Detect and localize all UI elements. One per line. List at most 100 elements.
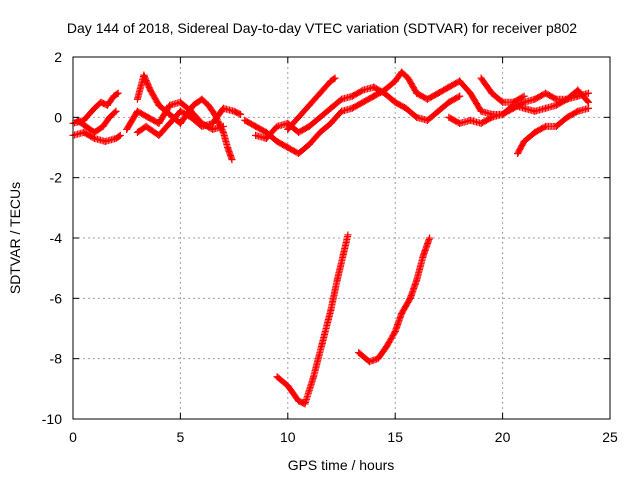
data-point: [585, 104, 593, 112]
data-point: [585, 89, 593, 97]
data-point: [219, 128, 227, 136]
chart-title: Day 144 of 2018, Sidereal Day-to-day VTE…: [67, 20, 577, 36]
data-point: [237, 110, 245, 118]
data-point: [103, 101, 111, 109]
data-point: [402, 104, 410, 112]
data-point: [142, 122, 150, 130]
data-point: [456, 77, 464, 85]
data-point: [284, 382, 292, 390]
data-point: [187, 107, 195, 115]
data-point: [295, 397, 303, 405]
data-point: [552, 122, 560, 130]
series-track-k: [445, 89, 593, 127]
data-point: [176, 119, 184, 127]
x-tick-label: 20: [495, 429, 511, 445]
data-point: [123, 125, 131, 133]
data-point: [542, 89, 550, 97]
data-point: [344, 231, 352, 239]
data-point: [273, 137, 281, 145]
y-tick-label: 2: [54, 49, 62, 65]
data-point: [241, 116, 249, 124]
data-point: [426, 234, 434, 242]
data-point: [219, 104, 227, 112]
data-point: [456, 92, 464, 100]
data-point: [531, 95, 539, 103]
data-point: [477, 74, 485, 82]
data-point: [434, 89, 442, 97]
data-point: [228, 156, 236, 164]
data-point: [404, 74, 412, 82]
data-point: [198, 119, 206, 127]
data-point: [466, 116, 474, 124]
x-tick-label: 0: [69, 429, 77, 445]
data-point: [391, 328, 399, 336]
data-point: [499, 110, 507, 118]
data-point: [514, 150, 522, 158]
data-point: [391, 77, 399, 85]
data-point: [166, 119, 174, 127]
series-track-d: [133, 71, 236, 164]
data-points: [69, 68, 593, 408]
data-point: [445, 98, 453, 106]
data-point: [499, 98, 507, 106]
data-point: [262, 134, 270, 142]
data-point: [406, 294, 414, 302]
series-track-l: [514, 104, 593, 158]
data-point: [488, 89, 496, 97]
y-tick-label: -8: [50, 351, 63, 367]
data-point: [295, 150, 303, 158]
data-point: [391, 98, 399, 106]
data-point: [176, 98, 184, 106]
data-point: [456, 119, 464, 127]
data-point: [112, 107, 120, 115]
data-point: [574, 92, 582, 100]
data-point: [114, 89, 122, 97]
data-point: [252, 131, 260, 139]
data-point: [133, 107, 141, 115]
data-point: [133, 128, 141, 136]
axis-ticks: 0 5 10 15 20 25 -10 -8 -6 -4 -2 0 2: [42, 49, 618, 445]
data-point: [327, 104, 335, 112]
data-point: [365, 358, 373, 366]
data-point: [82, 122, 90, 130]
data-point: [301, 400, 309, 408]
data-point: [284, 144, 292, 151]
data-point: [209, 119, 217, 127]
data-point: [338, 107, 345, 115]
data-point: [383, 343, 391, 351]
data-point: [273, 122, 281, 130]
data-point: [359, 98, 367, 106]
data-point: [101, 137, 109, 145]
data-point: [509, 98, 517, 106]
data-point: [340, 249, 348, 257]
data-point: [348, 104, 356, 112]
data-point: [198, 95, 206, 103]
data-point: [355, 349, 363, 357]
data-point: [552, 95, 560, 103]
data-point: [563, 95, 571, 103]
data-point: [380, 89, 388, 97]
data-point: [189, 101, 197, 109]
data-point: [552, 101, 560, 109]
data-point: [531, 107, 539, 115]
data-point: [273, 373, 281, 381]
data-point: [116, 131, 124, 139]
data-point: [542, 104, 550, 112]
data-point: [112, 134, 120, 142]
data-point: [359, 86, 367, 94]
data-point: [370, 83, 378, 91]
series-track-m: [477, 74, 528, 106]
data-point: [520, 137, 528, 145]
data-point: [80, 128, 88, 136]
series-dip-2: [355, 234, 434, 366]
data-point: [295, 128, 303, 136]
data-point: [176, 107, 184, 115]
data-point: [97, 98, 105, 106]
data-point: [90, 134, 98, 142]
data-point: [477, 119, 485, 127]
data-point: [310, 373, 318, 381]
y-tick-label: -4: [50, 230, 63, 246]
y-tick-label: 0: [54, 109, 62, 125]
data-point: [90, 128, 98, 136]
